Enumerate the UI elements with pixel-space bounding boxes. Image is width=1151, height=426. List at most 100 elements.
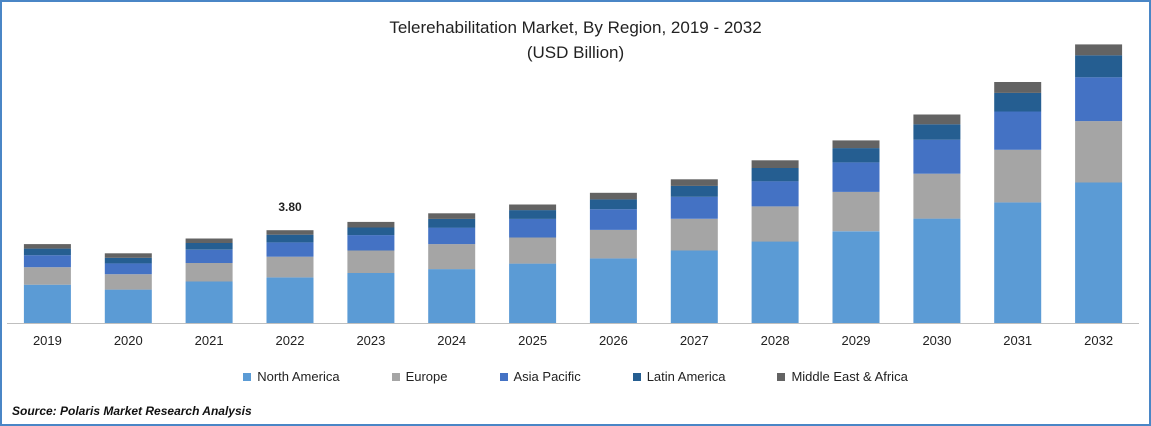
bar-2031-series-4 [994,82,1042,93]
bar-2030-series-4 [913,114,961,125]
legend-item: Middle East & Africa [777,369,908,384]
bar-2024-series-3 [428,218,476,228]
bar-2031-series-2 [994,111,1042,150]
x-tick-label: 2028 [761,333,790,348]
legend-label: North America [257,369,340,384]
bar-2028-series-0 [751,241,799,323]
x-tick-label: 2019 [33,333,62,348]
legend-label: Latin America [646,369,726,384]
legend-label: Europe [405,369,448,384]
source-note: Source: Polaris Market Research Analysis [12,404,252,418]
x-tick-label: 2030 [922,333,951,348]
bar-2028-series-1 [751,206,799,242]
bar-2024-series-4 [428,213,476,219]
bar-2027-series-1 [670,218,718,251]
bar-2020-series-3 [104,257,152,264]
x-tick-label: 2022 [276,333,305,348]
legend-swatch [777,372,786,381]
bar-2026-series-2 [589,209,637,230]
bar-2023-series-3 [347,227,395,236]
bar-2026-series-0 [589,258,637,323]
x-tick-label: 2020 [114,333,143,348]
x-tick-label: 2025 [518,333,547,348]
bar-2023-series-4 [347,221,395,228]
bar-2022-series-3 [266,234,314,243]
bar-2027-series-4 [670,179,718,186]
legend-item: North America [243,369,340,384]
legend-swatch [391,372,400,381]
bar-2021-series-2 [185,249,233,263]
x-tick-label: 2026 [599,333,628,348]
bar-2023-series-0 [347,273,395,323]
bar-2022-series-2 [266,242,314,257]
bar-2030-series-0 [913,218,961,323]
legend-item: Europe [391,369,448,384]
legend-label: Middle East & Africa [791,369,908,384]
bar-2026-series-3 [589,199,637,210]
bar-2026-series-4 [589,192,637,200]
bar-2019-series-0 [23,284,71,323]
bar-2020-series-4 [104,253,152,258]
chart-subtitle: (USD Billion) [526,43,625,62]
bar-2027-series-2 [670,196,718,219]
bar-2025-series-4 [509,204,557,211]
bar-2024-series-2 [428,227,476,245]
bar-2019-series-2 [23,255,71,268]
bar-2019-series-4 [23,244,71,249]
x-tick-label: 2027 [680,333,709,348]
bar-2032-series-3 [1075,55,1123,78]
bar-2032-series-0 [1075,182,1123,323]
bar-2032-series-1 [1075,121,1123,183]
legend-label: Asia Pacific [513,369,581,384]
bar-2024-series-1 [428,244,476,270]
x-tick-label: 2031 [1003,333,1032,348]
chart-title: Telerehabilitation Market, By Region, 20… [389,18,762,37]
bar-2020-series-0 [104,289,152,323]
bar-2025-series-3 [509,210,557,219]
legend-item: Asia Pacific [499,369,581,384]
legend-swatch [632,372,641,381]
x-tick-label: 2032 [1084,333,1113,348]
x-tick-label: 2021 [195,333,224,348]
x-tick-label: 2024 [437,333,466,348]
bar-2030-series-3 [913,124,961,140]
bar-2032-series-4 [1075,44,1123,56]
bar-2028-series-3 [751,168,799,182]
bar-2019-series-1 [23,267,71,285]
bar-2021-series-0 [185,281,233,323]
data-label: 3.80 [278,200,302,214]
bar-2028-series-2 [751,181,799,207]
bar-2031-series-1 [994,149,1042,203]
bar-2021-series-3 [185,243,233,250]
x-tick-label: 2023 [356,333,385,348]
bar-2021-series-1 [185,262,233,282]
x-tick-label: 2029 [842,333,871,348]
bar-2027-series-3 [670,185,718,197]
bar-2029-series-2 [832,162,880,192]
bar-2022-series-0 [266,277,314,323]
bar-2027-series-0 [670,250,718,323]
bar-2030-series-1 [913,173,961,219]
bar-2023-series-2 [347,235,395,251]
bar-2028-series-4 [751,160,799,168]
bar-2023-series-1 [347,250,395,273]
bar-2024-series-0 [428,269,476,323]
bar-2026-series-1 [589,230,637,259]
bar-2029-series-4 [832,140,880,149]
bar-2022-series-1 [266,256,314,278]
bar-2032-series-2 [1075,77,1123,122]
bar-2022-series-4 [266,230,314,235]
bar-2019-series-3 [23,248,71,256]
chart-legend: North America Europe Asia Pacific Latin Ame… [2,369,1149,384]
bar-2031-series-3 [994,92,1042,112]
bar-2020-series-1 [104,274,152,290]
legend-swatch [499,372,508,381]
chart-plot-area: 2019 2020 2021 2022 3.80 2023 2024 2025 2026 2027… [7,44,1139,348]
bar-2025-series-2 [509,218,557,238]
legend-item: Latin America [632,369,726,384]
bar-2029-series-0 [832,231,880,323]
bar-2020-series-2 [104,263,152,275]
bar-2029-series-1 [832,191,880,232]
bar-2031-series-0 [994,202,1042,323]
